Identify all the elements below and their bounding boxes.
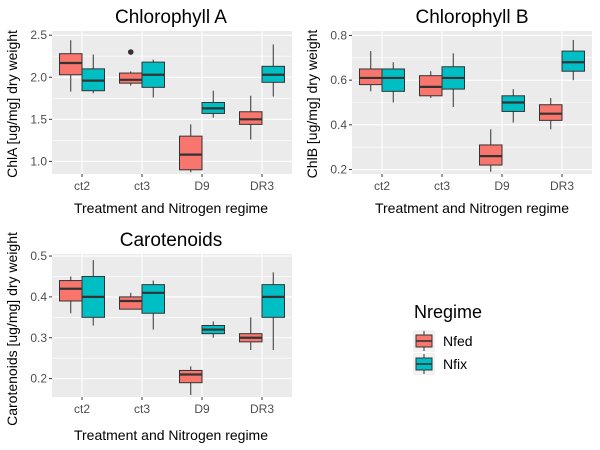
box-nfed: [59, 40, 83, 92]
x-tick-label: DR3: [550, 179, 574, 193]
y-tick-label: 1.5: [30, 112, 47, 126]
box-nfed: [479, 129, 503, 172]
y-tick-label: 0.2: [30, 372, 47, 386]
box-body: [419, 75, 443, 97]
box-body: [539, 104, 563, 121]
legend-title: Nregime: [414, 302, 482, 322]
legend-label: Nfix: [443, 356, 467, 372]
y-tick-label: 2.0: [30, 70, 47, 84]
x-tick-label: D9: [494, 179, 510, 193]
box-nfix: [81, 260, 105, 326]
x-tick-label: D9: [194, 402, 210, 416]
panel-title: Chlorophyll B: [416, 7, 529, 28]
box-nfed: [179, 124, 203, 173]
box-body: [141, 284, 165, 314]
box-nfed: [239, 317, 263, 351]
box-nfix: [141, 59, 165, 98]
box-nfed: [119, 292, 143, 310]
box-body: [179, 135, 203, 171]
x-tick-label: ct3: [134, 402, 150, 416]
legend-item-nfix: Nfix: [413, 353, 467, 375]
carotenoids-panel: Carotenoids Treatment and Nitrogen regim…: [4, 230, 292, 443]
outlier-point: [127, 49, 134, 55]
x-tick-label: ct3: [134, 179, 150, 193]
box-nfix: [261, 272, 285, 351]
box-body: [561, 50, 585, 72]
box-nfed: [119, 49, 143, 86]
y-tick-label: 0.3: [30, 331, 47, 345]
y-tick-label: 0.8: [330, 28, 347, 42]
box-nfed: [179, 366, 203, 395]
x-axis-label: Treatment and Nitrogen regime: [74, 200, 268, 216]
y-tick-label: 1.0: [30, 154, 47, 168]
box-body: [119, 296, 143, 310]
box-body: [381, 68, 405, 92]
panel-background: [52, 31, 292, 174]
x-axis-label: Treatment and Nitrogen regime: [74, 427, 268, 443]
box-body: [359, 68, 383, 86]
legend-label: Nfed: [443, 333, 473, 349]
box-body: [239, 111, 263, 125]
box-nfix: [141, 280, 165, 330]
y-tick-label: 0.2: [330, 163, 347, 177]
box-body: [261, 284, 285, 318]
box-nfix: [81, 54, 105, 94]
y-axis-label: ChlA [ug/mg] dry weight: [4, 30, 20, 178]
y-tick-label: 0.6: [330, 73, 347, 87]
box-nfix: [441, 53, 465, 107]
x-tick-label: ct3: [434, 179, 450, 193]
x-tick-label: ct2: [374, 179, 390, 193]
legend-item-nfed: Nfed: [413, 330, 473, 352]
y-tick-label: 0.5: [30, 249, 47, 263]
box-nfed: [239, 95, 263, 140]
box-nfix: [501, 89, 525, 123]
box-nfix: [261, 44, 285, 97]
box-nfix: [561, 39, 585, 81]
x-tick-label: DR3: [250, 179, 274, 193]
panel-title: Carotenoids: [120, 230, 222, 251]
y-tick-label: 2.5: [30, 28, 47, 42]
box-body: [119, 72, 143, 84]
box-nfed: [419, 71, 443, 99]
box-nfed: [539, 98, 563, 130]
chlorophyll-a-panel: Chlorophyll A Treatment and Nitrogen reg…: [4, 7, 292, 216]
panel-title: Chlorophyll A: [115, 7, 227, 28]
box-body: [59, 280, 83, 302]
panel-background: [52, 254, 292, 397]
x-axis-label: Treatment and Nitrogen regime: [375, 200, 569, 216]
x-tick-label: ct2: [74, 402, 90, 416]
box-nfed: [59, 276, 83, 314]
y-axis-label: ChlB [ug/mg] dry weight: [304, 30, 320, 179]
y-tick-label: 0.4: [30, 290, 47, 304]
chlorophyll-b-panel: Chlorophyll B Treatment and Nitrogen reg…: [304, 7, 592, 216]
box-body: [59, 53, 83, 76]
box-nfix: [201, 321, 225, 338]
x-tick-label: DR3: [250, 402, 274, 416]
legend: Nregime Nfed Nfix: [413, 302, 482, 375]
box-nfix: [201, 90, 225, 118]
box-nfix: [381, 62, 405, 103]
x-tick-label: ct2: [74, 179, 90, 193]
x-tick-label: D9: [194, 179, 210, 193]
y-axis-label: Carotenoids [ug/mg] dry weight: [4, 232, 20, 426]
box-body: [501, 95, 525, 112]
y-tick-label: 0.4: [330, 118, 347, 132]
box-body: [479, 144, 503, 166]
box-body: [179, 369, 203, 384]
